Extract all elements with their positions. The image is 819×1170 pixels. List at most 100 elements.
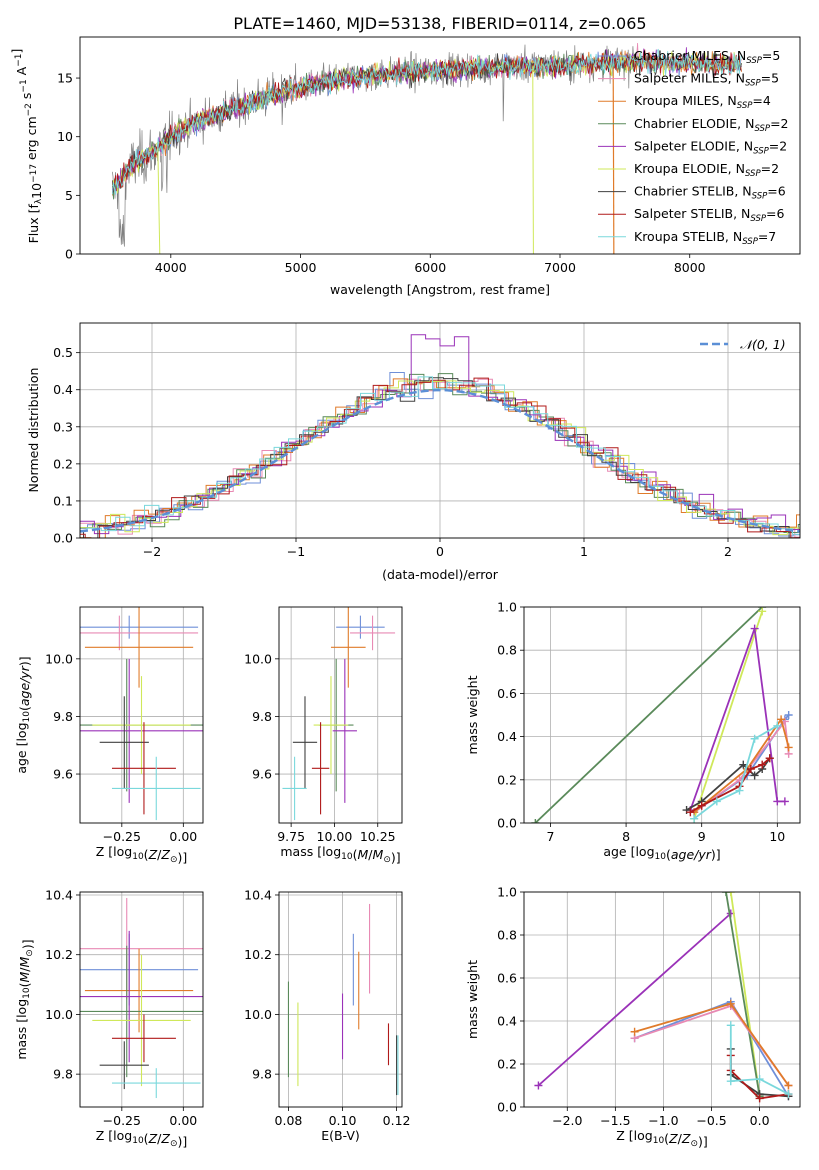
x-axis-label: Z [log10(Z/Z⊙)] [96, 1128, 188, 1149]
series-marker [784, 1090, 793, 1099]
series-marker [735, 786, 744, 795]
x-axis-label: wavelength [Angstrom, rest frame] [330, 282, 550, 297]
errorbar-chabrier-stelib [99, 696, 149, 789]
series-marker [726, 999, 735, 1008]
x-tick-label: 0.08 [275, 1113, 303, 1128]
x-tick-label: −0.25 [103, 829, 141, 844]
series-chabrier-elodie [721, 892, 764, 1101]
y-axis-label: mass weight [465, 960, 480, 1039]
axes-residuals: −2 −1 0 1 2 0.0 0.1 0.2 0.3 0.4 0.5 (data-model)/er… [26, 322, 801, 582]
errorbar-chabrier-miles [336, 615, 385, 639]
x-tick-label: 2 [724, 544, 732, 559]
series-line [725, 892, 761, 1097]
errorbar-chabrier-elodie [80, 945, 203, 1078]
axes-mass_vs_ebv: 0.08 0.10 0.12 9.8 10.0 10.2 10.4 E(B-V) [244, 887, 410, 1143]
series-marker [755, 1094, 764, 1103]
errorbar-kroupa-miles [84, 607, 194, 688]
legend-label: Kroupa STELIB, NSSP=7 [634, 229, 776, 247]
axes-frame [79, 606, 204, 824]
legend-label: Kroupa MILES, NSSP=4 [634, 93, 771, 111]
x-tick-label: 9.75 [277, 829, 305, 844]
series-line [693, 717, 790, 813]
x-axis-label: E(B-V) [321, 1128, 360, 1143]
y-tick-label: 9.8 [252, 709, 272, 724]
y-tick-label: 10.2 [45, 947, 73, 962]
y-tick-label: 15 [57, 71, 73, 86]
plot-area-weight_vs_age [531, 607, 793, 823]
y-tick-label: 0.2 [53, 456, 73, 471]
y-tick-label: 0.4 [497, 1014, 517, 1029]
errorbar-kroupa-elodie [313, 676, 349, 775]
series-marker [750, 734, 759, 743]
x-tick-label: 4000 [155, 260, 187, 275]
series-marker [686, 808, 695, 817]
y-tick-label: 0.0 [53, 531, 73, 546]
y-tick-label: 10 [57, 129, 73, 144]
y-tick-label: 9.8 [53, 1067, 73, 1082]
x-tick-label: 9 [698, 829, 706, 844]
y-tick-label: 0.8 [497, 928, 517, 943]
series-marker [773, 797, 782, 806]
y-tick-label: 9.8 [252, 1067, 272, 1082]
series-salpeter-elodie [686, 624, 789, 815]
errorbar-chabrier-stelib [292, 696, 318, 789]
series-chabrier-elodie [531, 607, 767, 823]
x-tick-label: −1.5 [600, 1113, 630, 1128]
series-marker [534, 1081, 543, 1090]
series-kroupa-stelib [726, 1021, 793, 1099]
kroupa-elodie-dropout [532, 66, 534, 254]
axes-mass_vs_Z: −0.25 0.00 9.8 10.0 10.2 10.4 Z [log10(Z/Z⊙)] m… [14, 887, 204, 1149]
errorbar-salpeter-elodie [80, 930, 203, 1063]
x-tick-label: −1 [287, 544, 305, 559]
axes-frame [79, 322, 801, 539]
histogram-salpeter-stelib [80, 377, 800, 538]
errorbar-kroupa-elodie [92, 954, 191, 1087]
x-tick-label: 0.0 [750, 1113, 770, 1128]
series-marker [765, 754, 774, 763]
legend-label: Salpeter MILES, NSSP=5 [634, 71, 779, 89]
x-tick-label: 0.12 [383, 1113, 411, 1128]
legend-label: Salpeter STELIB, NSSP=6 [634, 206, 784, 224]
series-marker [755, 1075, 764, 1084]
series-marker [780, 797, 789, 806]
axes-frame [278, 606, 403, 824]
x-tick-label: −0.25 [103, 1113, 141, 1128]
series-salpeter-stelib [686, 754, 774, 817]
axes-age_vs_Z: −0.25 0.00 9.6 9.8 10.0 Z [log10(Z/Z⊙)] age [l… [14, 606, 204, 865]
x-tick-label: 1 [580, 544, 588, 559]
axes-frame [79, 891, 204, 1108]
series-marker [750, 624, 759, 633]
errorbar-salpeter-elodie [332, 658, 357, 803]
model-line-kroupa-stelib [112, 48, 742, 195]
y-axis-label: Flux [fλ10−17 erg cm−2 s−1 A−1] [9, 49, 44, 244]
y-tick-label: 0.0 [497, 816, 517, 831]
x-tick-label: −0.5 [696, 1113, 726, 1128]
y-tick-label: 0.0 [497, 1100, 517, 1115]
y-tick-label: 10.4 [244, 887, 272, 902]
normal-curve [80, 388, 800, 533]
y-tick-label: 0.2 [497, 772, 517, 787]
y-tick-label: 0.5 [53, 345, 73, 360]
errorbar-salpeter-stelib [111, 1014, 176, 1063]
plot-area-mass_vs_Z [80, 897, 203, 1099]
y-tick-label: 10.2 [244, 947, 272, 962]
x-axis-label: (data-model)/error [382, 567, 499, 582]
legend-label: Chabrier ELODIE, NSSP=2 [634, 116, 789, 134]
series-marker [690, 814, 699, 823]
model-line-chabrier-stelib [112, 49, 742, 193]
x-tick-label: 8 [622, 829, 630, 844]
axes-frame [523, 606, 801, 824]
axes-weight_vs_age: 7 8 9 10 0.0 0.2 0.4 0.6 0.8 1.0 age [log10(age/yr… [465, 600, 801, 862]
histogram-chabrier-miles [80, 372, 800, 537]
series-marker [531, 819, 540, 823]
histogram-kroupa-elodie [80, 380, 800, 536]
series-marker [777, 715, 786, 724]
x-tick-label: 10.25 [360, 829, 396, 844]
x-tick-label: 0.10 [329, 1113, 357, 1128]
x-tick-label: 8000 [674, 260, 706, 275]
axes-age_vs_mass: 9.75 10.00 10.25 9.6 9.8 10.0 mass [log10(M/M⊙… [244, 606, 403, 865]
plot-area-residuals [80, 334, 800, 538]
errorbar-chabrier-stelib [99, 1041, 149, 1090]
series-marker [746, 765, 755, 773]
